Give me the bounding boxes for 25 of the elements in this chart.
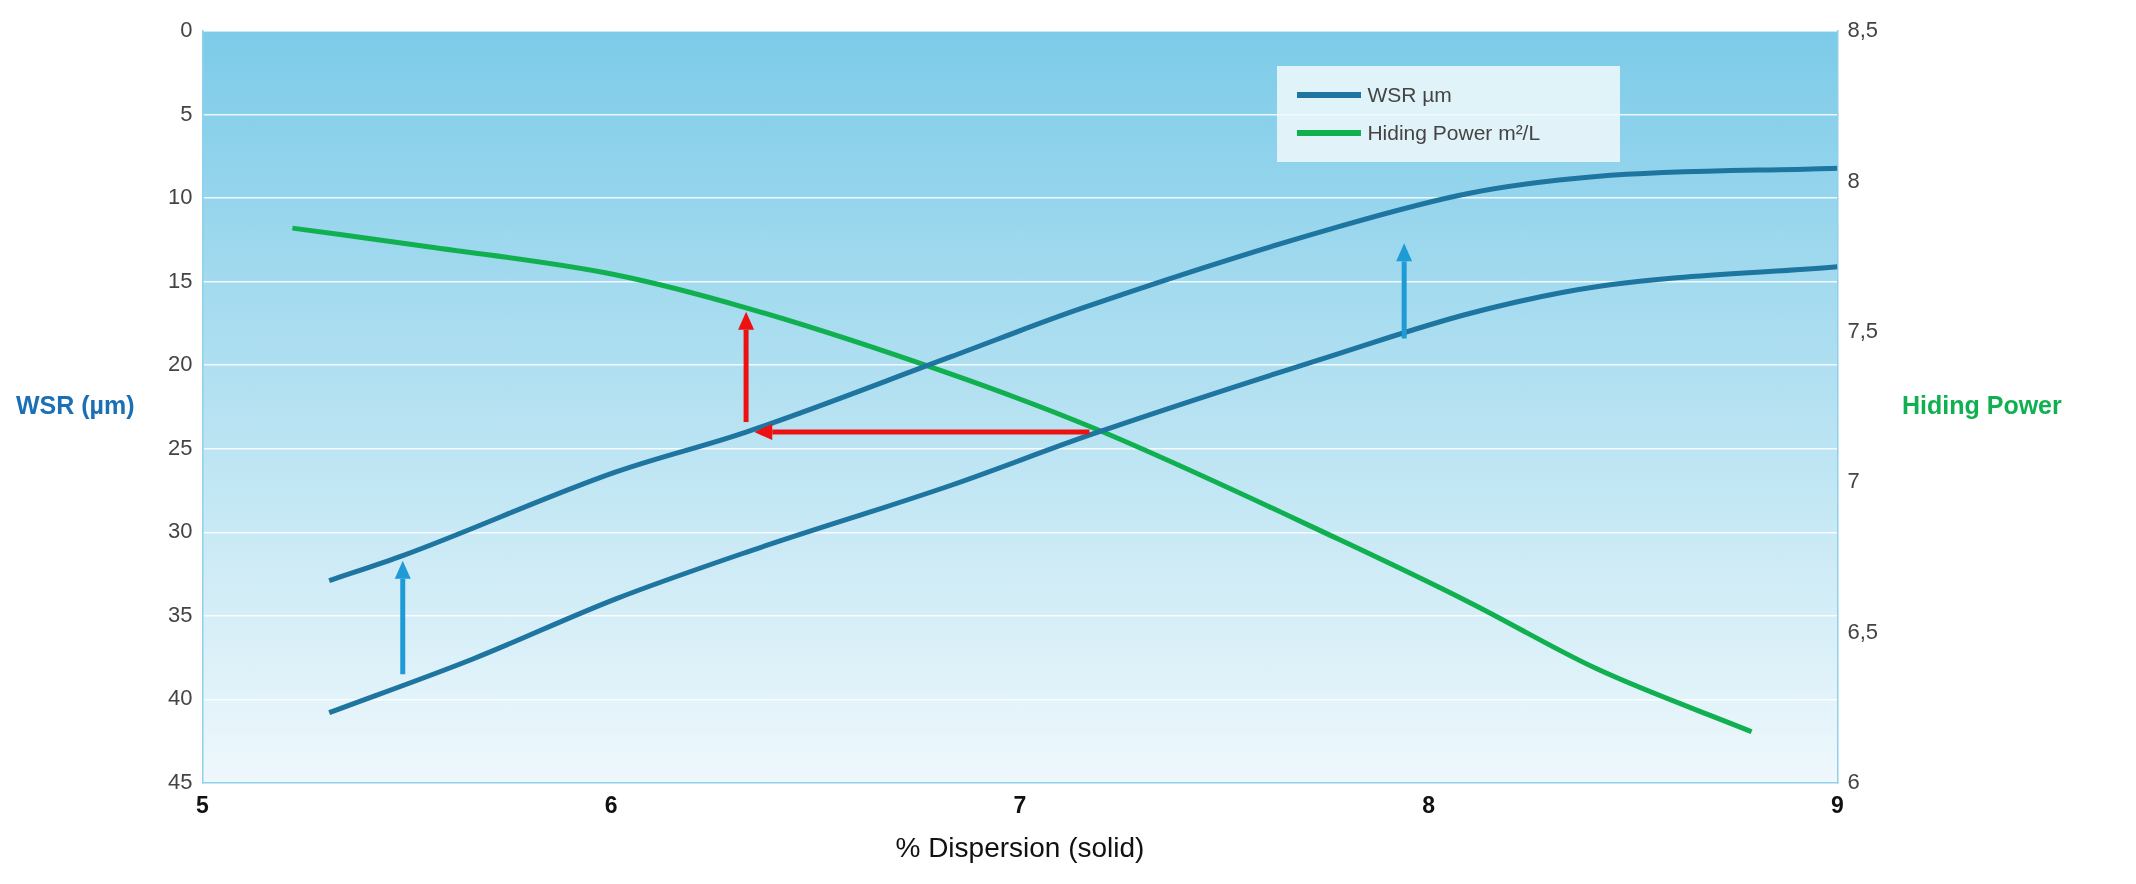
y-tick-label: 45	[167, 768, 193, 794]
y-tick-label: 35	[167, 601, 193, 627]
legend-label: Hiding Power m²/L	[1367, 121, 1541, 146]
y-tick-label: 20	[167, 351, 193, 377]
y-tick-label: 25	[167, 434, 193, 460]
y-tick-label: 30	[167, 518, 193, 544]
y2-tick-label: 8,5	[1847, 17, 1879, 43]
x-tick-label: 7	[1013, 791, 1027, 818]
x-tick-label: 9	[1831, 791, 1844, 818]
y2-tick-label: 7,5	[1847, 317, 1879, 343]
y-tick-label: 10	[167, 184, 193, 210]
y2-axis-title: Hiding Power	[1902, 391, 2062, 420]
y-tick-label: 40	[167, 685, 193, 711]
y2-tick-label: 7	[1847, 468, 1860, 494]
y-tick-label: 15	[167, 267, 193, 293]
y-axis-title: WSR (µm)	[16, 391, 135, 420]
x-axis-title: % Dispersion (solid)	[895, 831, 1145, 863]
y-tick-label: 0	[180, 17, 193, 43]
y2-tick-label: 6	[1847, 768, 1860, 794]
x-tick-label: 8	[1422, 791, 1436, 818]
y2-tick-label: 6,5	[1847, 618, 1879, 644]
y-tick-label: 5	[180, 100, 193, 126]
x-tick-label: 6	[604, 791, 618, 818]
legend-label: WSR µm	[1367, 83, 1452, 108]
y2-tick-label: 8	[1847, 167, 1860, 193]
